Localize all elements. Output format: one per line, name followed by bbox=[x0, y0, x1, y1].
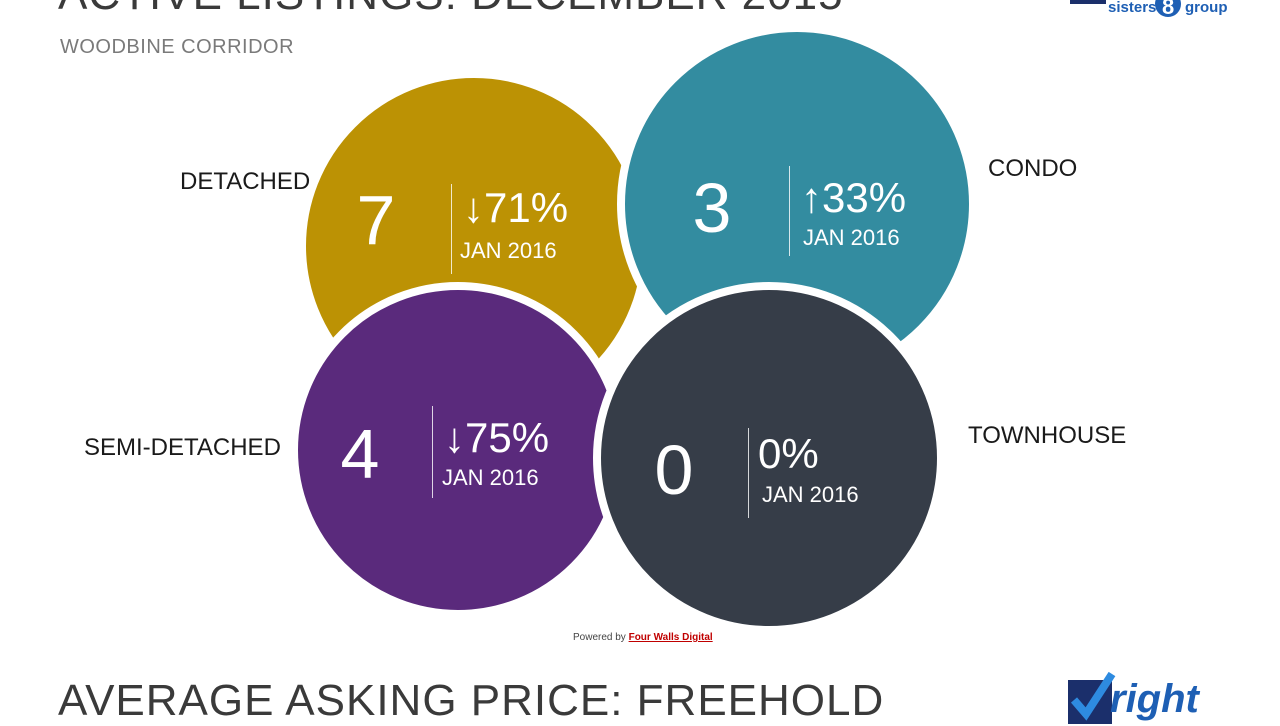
next-section-title: AVERAGE ASKING PRICE: FREEHOLD bbox=[58, 676, 885, 725]
checkmark-icon bbox=[1070, 671, 1116, 721]
detached-change: ↓71% bbox=[463, 184, 568, 232]
semi-detached-count: 4 bbox=[340, 415, 380, 493]
condo-change-value: 33% bbox=[822, 174, 907, 221]
svg-text:8: 8 bbox=[1162, 0, 1174, 19]
semi-detached-change-value: 75% bbox=[465, 414, 550, 461]
page-title: ACTIVE LISTINGS: DECEMBER 2015 bbox=[58, 0, 844, 20]
townhouse-change: 0% bbox=[758, 430, 819, 478]
semi-detached-period: JAN 2016 bbox=[442, 465, 539, 490]
detached-count: 7 bbox=[356, 181, 396, 259]
townhouse-period: JAN 2016 bbox=[762, 482, 859, 507]
semi-detached-divider bbox=[432, 406, 433, 498]
powered-by: Powered by Four Walls Digital bbox=[573, 632, 713, 643]
logo-text-group: group bbox=[1185, 0, 1228, 16]
semi-detached-change: ↓75% bbox=[444, 414, 549, 462]
condo-change: ↑33% bbox=[801, 174, 906, 222]
townhouse-divider bbox=[748, 428, 749, 518]
condo-count: 3 bbox=[692, 169, 732, 247]
condo-period: JAN 2016 bbox=[803, 225, 900, 250]
arrow-down-icon: ↓ bbox=[444, 414, 465, 461]
condo-label: CONDO bbox=[988, 155, 1078, 182]
page-subtitle: WOODBINE CORRIDOR bbox=[60, 36, 295, 58]
detached-label: DETACHED bbox=[180, 168, 311, 195]
detached-change-value: 71% bbox=[484, 184, 569, 231]
townhouse-count: 0 bbox=[654, 431, 694, 509]
townhouse-bubble bbox=[593, 282, 945, 634]
townhouse-label: TOWNHOUSE bbox=[968, 422, 1127, 449]
powered-by-prefix: Powered by bbox=[573, 632, 629, 643]
condo-divider bbox=[789, 166, 790, 256]
wright-logo: right bbox=[1068, 671, 1201, 724]
sisters-group-logo: sisters 8 group bbox=[1070, 0, 1228, 19]
detached-divider bbox=[451, 184, 452, 274]
arrow-up-icon: ↑ bbox=[801, 174, 822, 221]
logo-text-sisters: sisters bbox=[1108, 0, 1156, 16]
four-walls-digital-link[interactable]: Four Walls Digital bbox=[628, 632, 713, 643]
logo-text-right: right bbox=[1110, 677, 1201, 721]
townhouse-change-value: 0% bbox=[758, 430, 819, 477]
semi-detached-label: SEMI-DETACHED bbox=[84, 434, 281, 461]
detached-period: JAN 2016 bbox=[460, 238, 557, 263]
arrow-down-icon: ↓ bbox=[463, 184, 484, 231]
